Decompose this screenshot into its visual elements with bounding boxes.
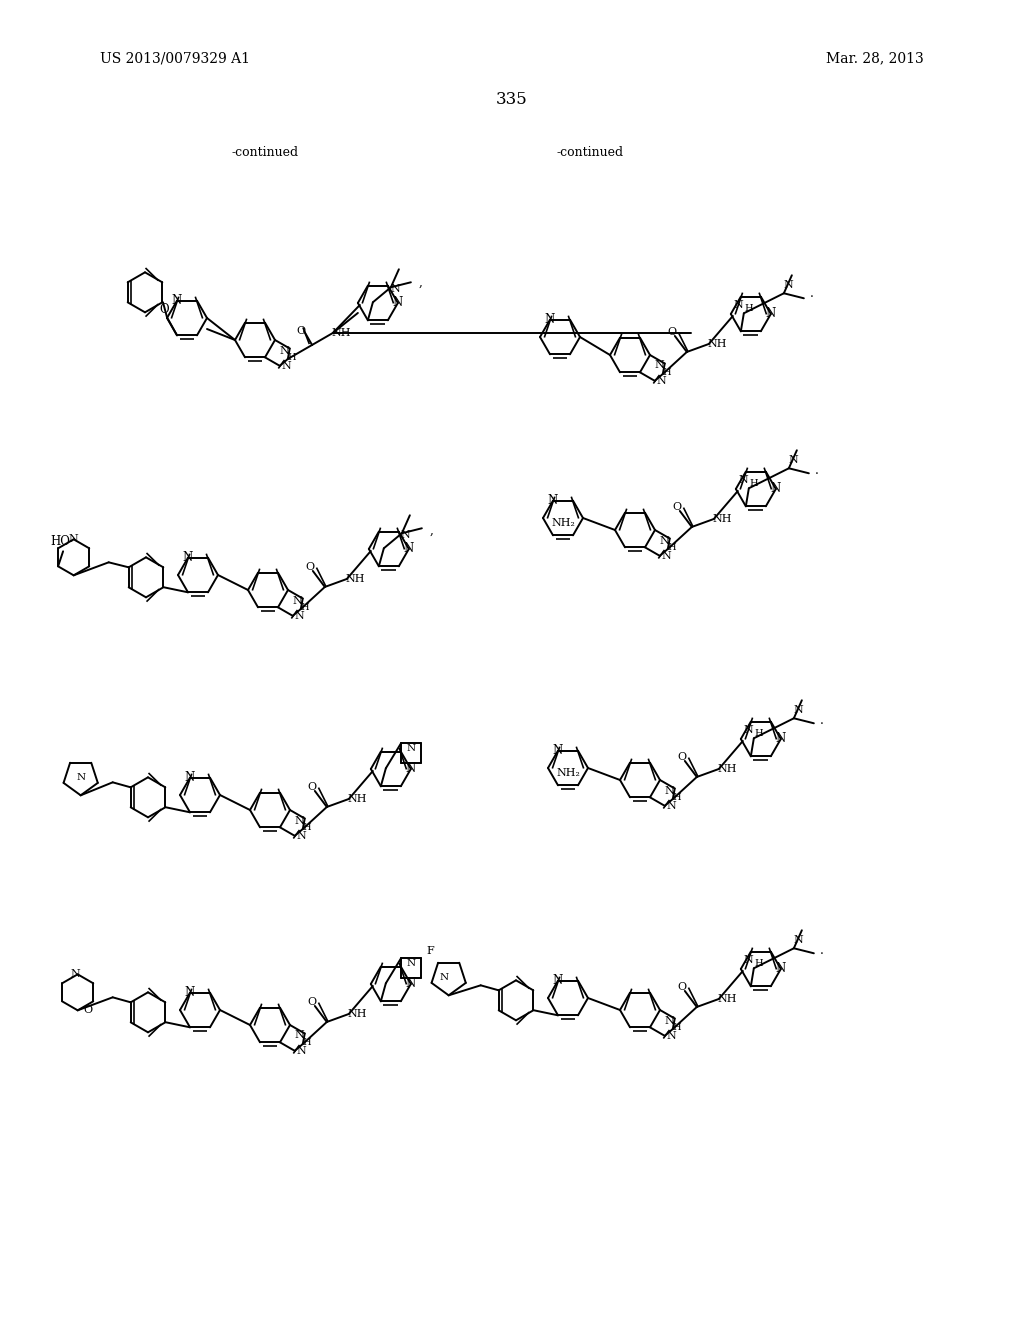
Text: N: N — [406, 978, 416, 990]
Text: N: N — [744, 725, 754, 735]
Text: -continued: -continued — [231, 145, 299, 158]
Text: N: N — [662, 550, 672, 561]
Text: N: N — [545, 313, 555, 326]
Text: N: N — [183, 552, 194, 564]
Text: N: N — [784, 280, 794, 290]
Text: NH: NH — [331, 327, 350, 338]
Text: H: H — [302, 1038, 311, 1047]
Text: ,: , — [419, 276, 423, 289]
Text: H: H — [302, 822, 311, 832]
Text: NH: NH — [347, 1008, 367, 1019]
Text: N: N — [403, 543, 414, 556]
Text: N: N — [659, 536, 670, 545]
Text: H: H — [673, 793, 681, 803]
Text: 335: 335 — [496, 91, 528, 108]
Text: O: O — [677, 752, 686, 762]
Text: N: N — [665, 785, 675, 796]
Text: N: N — [393, 297, 403, 309]
Text: N: N — [794, 936, 804, 945]
Text: N: N — [439, 973, 449, 982]
Text: H: H — [288, 352, 296, 362]
Text: H: H — [744, 304, 754, 313]
Text: NH: NH — [708, 339, 727, 348]
Text: N: N — [553, 974, 563, 987]
Text: H: H — [755, 958, 763, 968]
Text: Mar. 28, 2013: Mar. 28, 2013 — [826, 51, 924, 65]
Text: O: O — [307, 781, 316, 792]
Text: N: N — [665, 1015, 675, 1026]
Text: O: O — [159, 302, 169, 315]
Text: H: H — [300, 603, 309, 612]
Text: N: N — [734, 300, 743, 310]
Text: O: O — [307, 997, 316, 1007]
Text: N: N — [297, 1045, 306, 1056]
Text: H: H — [663, 368, 671, 378]
Text: N: N — [295, 816, 304, 825]
Text: N: N — [776, 733, 786, 746]
Text: .: . — [810, 286, 814, 300]
Text: N: N — [390, 284, 399, 294]
Text: N: N — [766, 308, 776, 321]
Text: N: N — [297, 830, 306, 841]
Text: .: . — [820, 714, 823, 727]
Text: N: N — [407, 958, 416, 968]
Text: NH₂: NH₂ — [551, 519, 574, 528]
Text: N: N — [407, 743, 416, 752]
Text: N: N — [553, 744, 563, 758]
Text: N: N — [76, 772, 85, 781]
Text: N: N — [667, 801, 677, 810]
Text: US 2013/0079329 A1: US 2013/0079329 A1 — [100, 51, 250, 65]
Text: O: O — [83, 1006, 92, 1015]
Text: NH: NH — [717, 764, 736, 774]
Text: N: N — [185, 986, 196, 999]
Text: N: N — [794, 705, 804, 715]
Text: H: H — [673, 1023, 681, 1032]
Text: N: N — [788, 455, 799, 465]
Text: N: N — [295, 1031, 304, 1040]
Text: N: N — [667, 1031, 677, 1041]
Text: H: H — [750, 479, 758, 488]
Text: NH: NH — [345, 574, 365, 583]
Text: F: F — [426, 945, 434, 956]
Text: N: N — [71, 969, 81, 979]
Text: N: N — [548, 494, 558, 507]
Text: N: N — [771, 483, 781, 495]
Text: N: N — [654, 360, 665, 371]
Text: N: N — [295, 611, 304, 620]
Text: H: H — [668, 543, 676, 552]
Text: N: N — [744, 956, 754, 965]
Text: N: N — [282, 360, 292, 371]
Text: N: N — [280, 346, 290, 355]
Text: NH: NH — [712, 513, 731, 524]
Text: N: N — [172, 294, 182, 308]
Text: -continued: -continued — [556, 145, 624, 158]
Text: N: N — [401, 531, 411, 540]
Text: H: H — [755, 729, 763, 738]
Text: N: N — [656, 376, 667, 385]
Text: O: O — [668, 327, 677, 337]
Text: N: N — [185, 771, 196, 784]
Text: N: N — [739, 475, 749, 486]
Text: N: N — [776, 962, 786, 975]
Text: HO: HO — [50, 535, 70, 548]
Text: ,: , — [430, 524, 434, 537]
Text: N: N — [406, 763, 416, 775]
Text: N: N — [293, 595, 303, 606]
Text: NH₂: NH₂ — [556, 768, 580, 779]
Text: O: O — [673, 502, 681, 512]
Text: O: O — [677, 982, 686, 991]
Text: O: O — [297, 326, 305, 337]
Text: O: O — [305, 562, 314, 572]
Text: .: . — [820, 944, 823, 957]
Text: NH: NH — [717, 994, 736, 1005]
Text: .: . — [815, 463, 819, 477]
Text: NH: NH — [347, 793, 367, 804]
Text: N: N — [69, 535, 79, 544]
